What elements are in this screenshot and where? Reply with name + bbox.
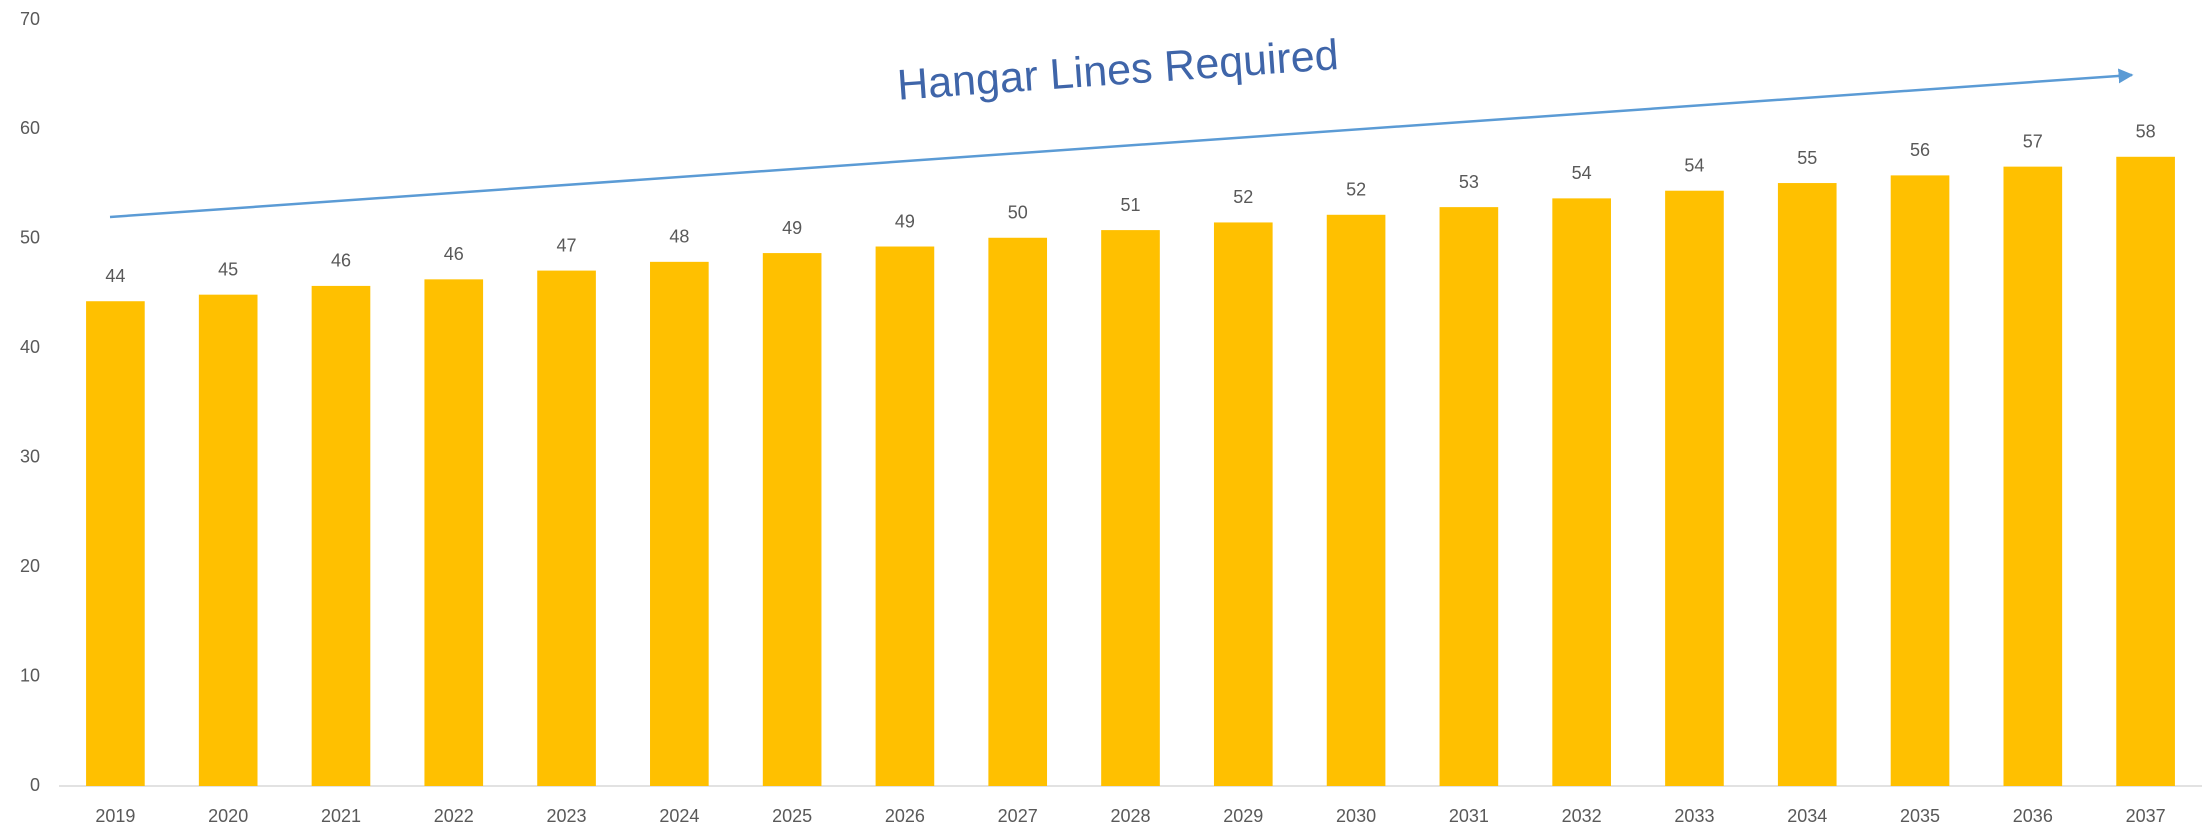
- bar: [1101, 230, 1160, 787]
- x-tick-label: 2025: [772, 806, 812, 826]
- data-label: 49: [782, 218, 802, 238]
- y-tick-label: 50: [20, 228, 40, 248]
- bar: [424, 279, 484, 786]
- bar: [2003, 166, 2063, 787]
- x-tick-label: 2023: [547, 806, 587, 826]
- bar: [1665, 190, 1724, 787]
- x-tick-label: 2033: [1674, 806, 1714, 826]
- bar: [1777, 183, 1837, 786]
- y-tick-label: 10: [20, 665, 40, 685]
- bar: [2116, 156, 2175, 787]
- x-tick-label: 2034: [1787, 806, 1827, 826]
- bar: [86, 301, 145, 786]
- y-tick-label: 70: [20, 9, 40, 29]
- x-tick-label: 2035: [1900, 806, 1940, 826]
- x-tick-label: 2022: [434, 806, 474, 826]
- bar: [875, 246, 935, 786]
- data-label: 44: [105, 266, 125, 286]
- x-tick-label: 2021: [321, 806, 361, 826]
- y-tick-label: 40: [20, 337, 40, 357]
- x-tick-label: 2036: [2013, 806, 2053, 826]
- bar: [311, 285, 371, 786]
- x-tick-label: 2032: [1562, 806, 1602, 826]
- bar: [988, 237, 1048, 786]
- bar: [537, 270, 596, 786]
- x-tick-label: 2037: [2126, 806, 2166, 826]
- bar: [1213, 222, 1273, 786]
- data-label: 46: [331, 251, 351, 271]
- x-tick-label: 2026: [885, 806, 925, 826]
- data-label: 58: [2136, 122, 2156, 142]
- data-label: 52: [1233, 187, 1253, 207]
- bar: [762, 253, 822, 786]
- data-label: 52: [1346, 180, 1366, 200]
- data-label: 54: [1572, 163, 1592, 183]
- data-label: 50: [1008, 203, 1028, 223]
- x-tick-label: 2019: [95, 806, 135, 826]
- y-tick-label: 0: [30, 775, 40, 795]
- y-tick-label: 30: [20, 446, 40, 466]
- bar: [1326, 214, 1386, 787]
- bar: [1439, 207, 1499, 786]
- annotation: Hangar Lines Required: [896, 31, 1341, 110]
- x-tick-label: 2024: [659, 806, 699, 826]
- x-tick-label: 2031: [1449, 806, 1489, 826]
- y-tick-label: 20: [20, 556, 40, 576]
- y-tick-label: 60: [20, 118, 40, 138]
- data-label: 47: [557, 235, 577, 255]
- data-label: 54: [1684, 155, 1704, 175]
- data-label: 57: [2023, 131, 2043, 151]
- x-tick-label: 2020: [208, 806, 248, 826]
- data-label: 55: [1797, 148, 1817, 168]
- x-tick-label: 2030: [1336, 806, 1376, 826]
- data-label: 51: [1120, 195, 1140, 215]
- data-label: 49: [895, 211, 915, 231]
- bar: [650, 261, 709, 786]
- bar: [1552, 198, 1611, 786]
- data-label: 56: [1910, 140, 1930, 160]
- bar: [1890, 175, 1950, 787]
- x-tick-label: 2027: [998, 806, 1038, 826]
- x-tick-label: 2028: [1110, 806, 1150, 826]
- data-label: 53: [1459, 172, 1479, 192]
- x-tick-label: 2029: [1223, 806, 1263, 826]
- bar: [198, 294, 258, 786]
- data-label: 45: [218, 259, 238, 279]
- data-label: 48: [669, 227, 689, 247]
- trend-arrow: [109, 68, 2134, 219]
- data-label: 46: [444, 244, 464, 264]
